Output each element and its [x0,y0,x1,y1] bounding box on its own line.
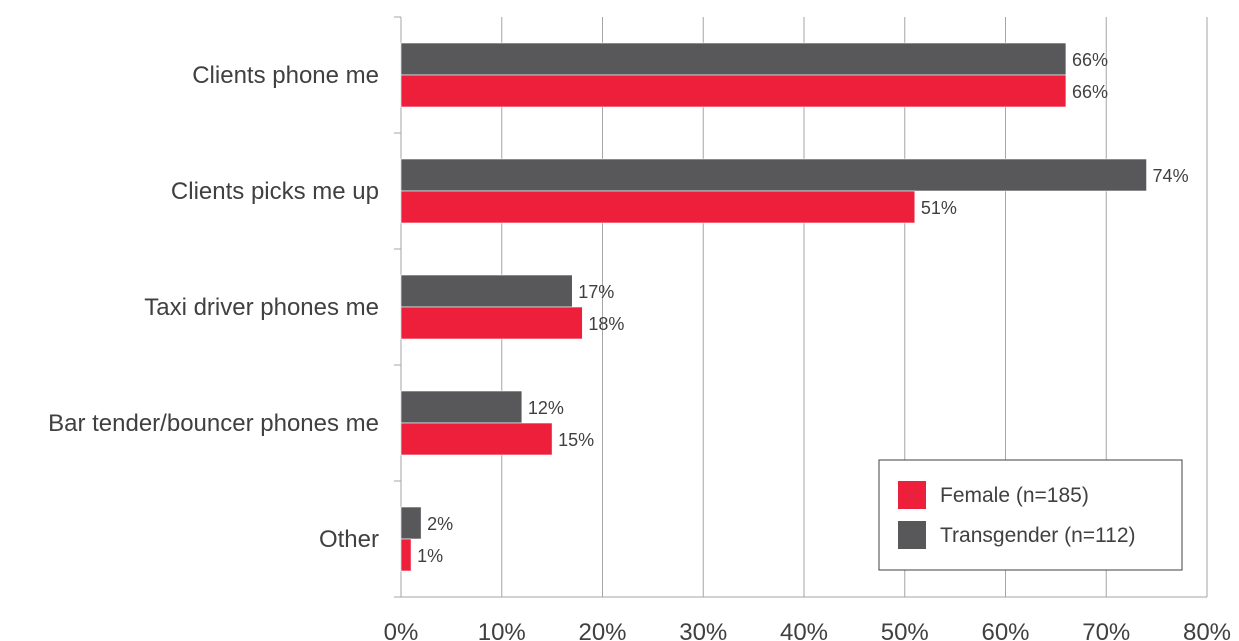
bar-female [400,538,412,572]
legend: Female (n=185) Transgender (n=112) [878,459,1183,571]
data-label: 17% [578,282,614,302]
x-tick-label: 80% [1183,619,1231,641]
bar-female [400,190,916,224]
bar-transgender [400,274,573,308]
data-label: 1% [417,546,443,566]
x-tick-label: 20% [578,619,626,641]
bar-transgender [400,390,523,424]
bar-female [400,74,1067,108]
data-label: 15% [558,430,594,450]
bar-transgender [400,158,1147,192]
legend-label-female: Female (n=185) [940,484,1089,507]
category-labels: Clients phone me Clients picks me up Taxi … [48,62,379,553]
category-label: Clients picks me up [171,178,379,205]
bar-female [400,422,553,456]
bars [400,42,1147,572]
legend-swatch-transgender [898,521,926,549]
legend-swatch-female [898,481,926,509]
data-label: 12% [528,398,564,418]
x-tick-label: 40% [780,619,828,641]
data-labels: 66% 66% 74% 51% 17% 18% 12% 15% 2% 1% [417,50,1189,566]
category-label: Bar tender/bouncer phones me [48,410,379,437]
data-label: 74% [1153,166,1189,186]
legend-label-transgender: Transgender (n=112) [940,524,1136,547]
category-label: Other [319,526,379,553]
data-label: 51% [921,198,957,218]
x-tick-label: 0% [384,619,419,641]
legend-box [878,459,1183,571]
category-label: Clients phone me [192,62,379,89]
data-label: 66% [1072,82,1108,102]
x-tick-label: 10% [478,619,526,641]
bar-transgender [400,506,422,540]
x-tick-label: 60% [981,619,1029,641]
tick-labels: 0% 10% 20% 30% 40% 50% 60% 70% 80% [384,619,1231,641]
grid-lines [501,17,1208,597]
bar-transgender [400,42,1067,76]
data-label: 2% [427,514,453,534]
x-tick-label: 70% [1082,619,1130,641]
bar-female [400,306,583,340]
category-label: Taxi driver phones me [144,294,379,321]
x-tick-label: 30% [679,619,727,641]
data-label: 18% [588,314,624,334]
x-tick-label: 50% [881,619,929,641]
data-label: 66% [1072,50,1108,70]
